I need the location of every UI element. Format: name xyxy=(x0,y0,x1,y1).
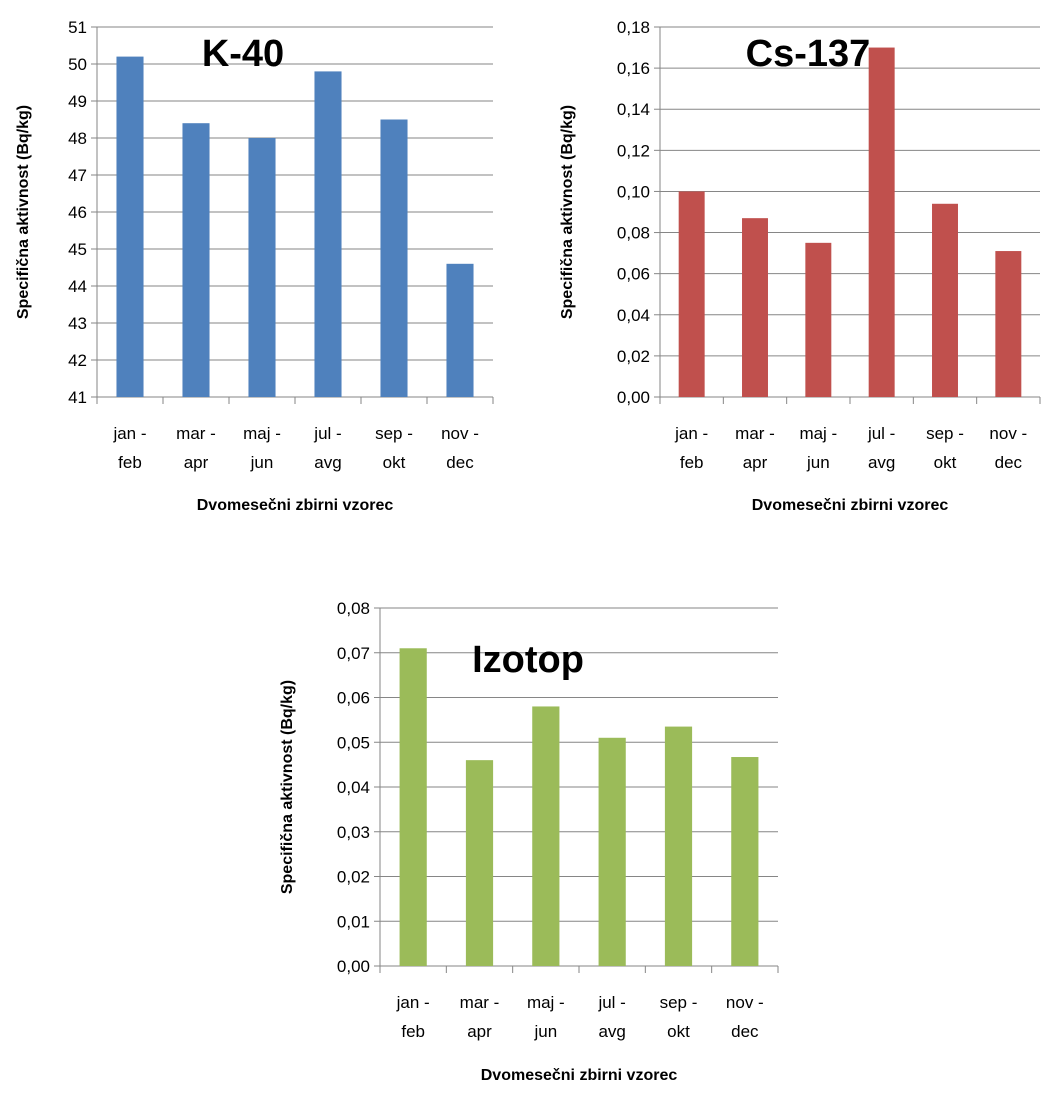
bar xyxy=(465,760,494,966)
x-tick-label: mar - xyxy=(176,424,216,443)
k40-chart: 41 42 43 44 45 46 47 48 49 50 51 jan - feb mar - apr ma… xyxy=(15,18,494,514)
x-tick-label: nov - xyxy=(989,424,1027,443)
bar xyxy=(868,47,895,398)
x-tick-label: jul - xyxy=(597,993,625,1012)
x-tick-label: nov - xyxy=(441,424,479,443)
y-axis-label: Specifična aktivnost (Bq/kg) xyxy=(279,680,296,894)
x-tick-label: jul - xyxy=(313,424,341,443)
x-tick-label: jun xyxy=(250,453,274,472)
chart-title: Cs-137 xyxy=(746,33,871,75)
x-tick-label: maj - xyxy=(527,993,565,1012)
x-tick-label: avg xyxy=(868,453,895,472)
bar xyxy=(742,218,768,397)
chart-title: K-40 xyxy=(202,33,284,75)
y-tick-label: 47 xyxy=(68,166,87,185)
x-tick-label: jun xyxy=(806,453,830,472)
y-tick-label: 0,14 xyxy=(617,100,650,119)
y-tick-label: 42 xyxy=(68,351,87,370)
y-tick-label: 48 xyxy=(68,129,87,148)
y-tick-label: 0,00 xyxy=(617,388,650,407)
x-tick-label: mar - xyxy=(735,424,775,443)
y-tick-label: 0,00 xyxy=(337,957,370,976)
x-tick-label: sep - xyxy=(926,424,964,443)
y-tick-label: 50 xyxy=(68,55,87,74)
x-tick-label: dec xyxy=(731,1022,759,1041)
y-tick-label: 0,03 xyxy=(337,823,370,842)
y-tick-label: 41 xyxy=(68,388,87,407)
x-tick-label: avg xyxy=(598,1022,625,1041)
y-axis-label: Specifična aktivnost (Bq/kg) xyxy=(559,105,576,319)
bar xyxy=(380,119,408,397)
x-tick-label: nov - xyxy=(726,993,764,1012)
x-tick-label: feb xyxy=(680,453,704,472)
y-tick-label: 0,04 xyxy=(337,778,370,797)
x-tick-label: okt xyxy=(383,453,406,472)
y-tick-label: 0,07 xyxy=(337,644,370,663)
x-tick-label: jul - xyxy=(867,424,895,443)
bar xyxy=(805,242,832,397)
y-tick-label: 0,04 xyxy=(617,306,650,325)
y-tick-label: 43 xyxy=(68,314,87,333)
bar xyxy=(532,706,560,966)
x-axis-label: Dvomesečni zbirni vzorec xyxy=(197,497,394,514)
x-tick-label: dec xyxy=(995,453,1023,472)
y-tick-label: 0,02 xyxy=(337,868,370,887)
y-tick-label: 0,12 xyxy=(617,141,650,160)
y-tick-label: 0,08 xyxy=(617,224,650,243)
x-tick-label: apr xyxy=(467,1022,492,1041)
y-tick-label: 44 xyxy=(68,277,87,296)
x-axis-label: Dvomesečni zbirni vzorec xyxy=(481,1067,678,1084)
x-tick-label: okt xyxy=(667,1022,690,1041)
cs137-chart: 0,00 0,02 0,04 0,06 0,08 0,10 0,12 0,14 0,16 0,18… xyxy=(559,18,1041,514)
x-tick-label: sep - xyxy=(660,993,698,1012)
x-tick-label: apr xyxy=(743,453,768,472)
x-tick-label: feb xyxy=(401,1022,425,1041)
izotop-chart: 0,00 0,01 0,02 0,03 0,04 0,05 0,06 0,07 0,08 jan … xyxy=(279,599,779,1084)
x-tick-label: jan - xyxy=(674,424,708,443)
chart-title: Izotop xyxy=(472,639,584,681)
y-tick-label: 0,08 xyxy=(337,599,370,618)
bar xyxy=(399,648,427,966)
x-tick-label: maj - xyxy=(243,424,281,443)
y-tick-label: 0,06 xyxy=(337,689,370,708)
bar xyxy=(598,737,626,966)
x-tick-label: mar - xyxy=(460,993,500,1012)
x-tick-label: avg xyxy=(314,453,341,472)
x-tick-label: okt xyxy=(934,453,957,472)
y-tick-label: 0,18 xyxy=(617,18,650,37)
y-tick-label: 0,05 xyxy=(337,733,370,752)
bar xyxy=(995,251,1022,397)
y-tick-label: 46 xyxy=(68,203,87,222)
bar xyxy=(116,56,144,397)
bar xyxy=(182,123,210,397)
x-tick-label: jun xyxy=(533,1022,557,1041)
bar xyxy=(446,263,474,397)
y-tick-label: 0,02 xyxy=(617,347,650,366)
x-tick-label: sep - xyxy=(375,424,413,443)
x-tick-label: feb xyxy=(118,453,142,472)
bar xyxy=(731,757,759,966)
y-tick-label: 51 xyxy=(68,18,87,37)
bar xyxy=(664,726,693,966)
bar xyxy=(678,191,705,397)
bar xyxy=(932,203,958,397)
y-tick-label: 45 xyxy=(68,240,87,259)
x-tick-label: dec xyxy=(446,453,474,472)
y-tick-label: 0,01 xyxy=(337,912,370,931)
y-tick-label: 0,10 xyxy=(617,182,650,201)
x-tick-label: apr xyxy=(184,453,209,472)
x-axis-label: Dvomesečni zbirni vzorec xyxy=(752,497,949,514)
y-tick-label: 0,16 xyxy=(617,59,650,78)
bar xyxy=(248,138,276,397)
y-axis-label: Specifična aktivnost (Bq/kg) xyxy=(15,105,32,319)
x-tick-label: maj - xyxy=(799,424,837,443)
x-tick-label: jan - xyxy=(112,424,146,443)
y-tick-label: 0,06 xyxy=(617,265,650,284)
x-tick-label: jan - xyxy=(396,993,430,1012)
y-tick-label: 49 xyxy=(68,92,87,111)
bar xyxy=(314,71,342,398)
